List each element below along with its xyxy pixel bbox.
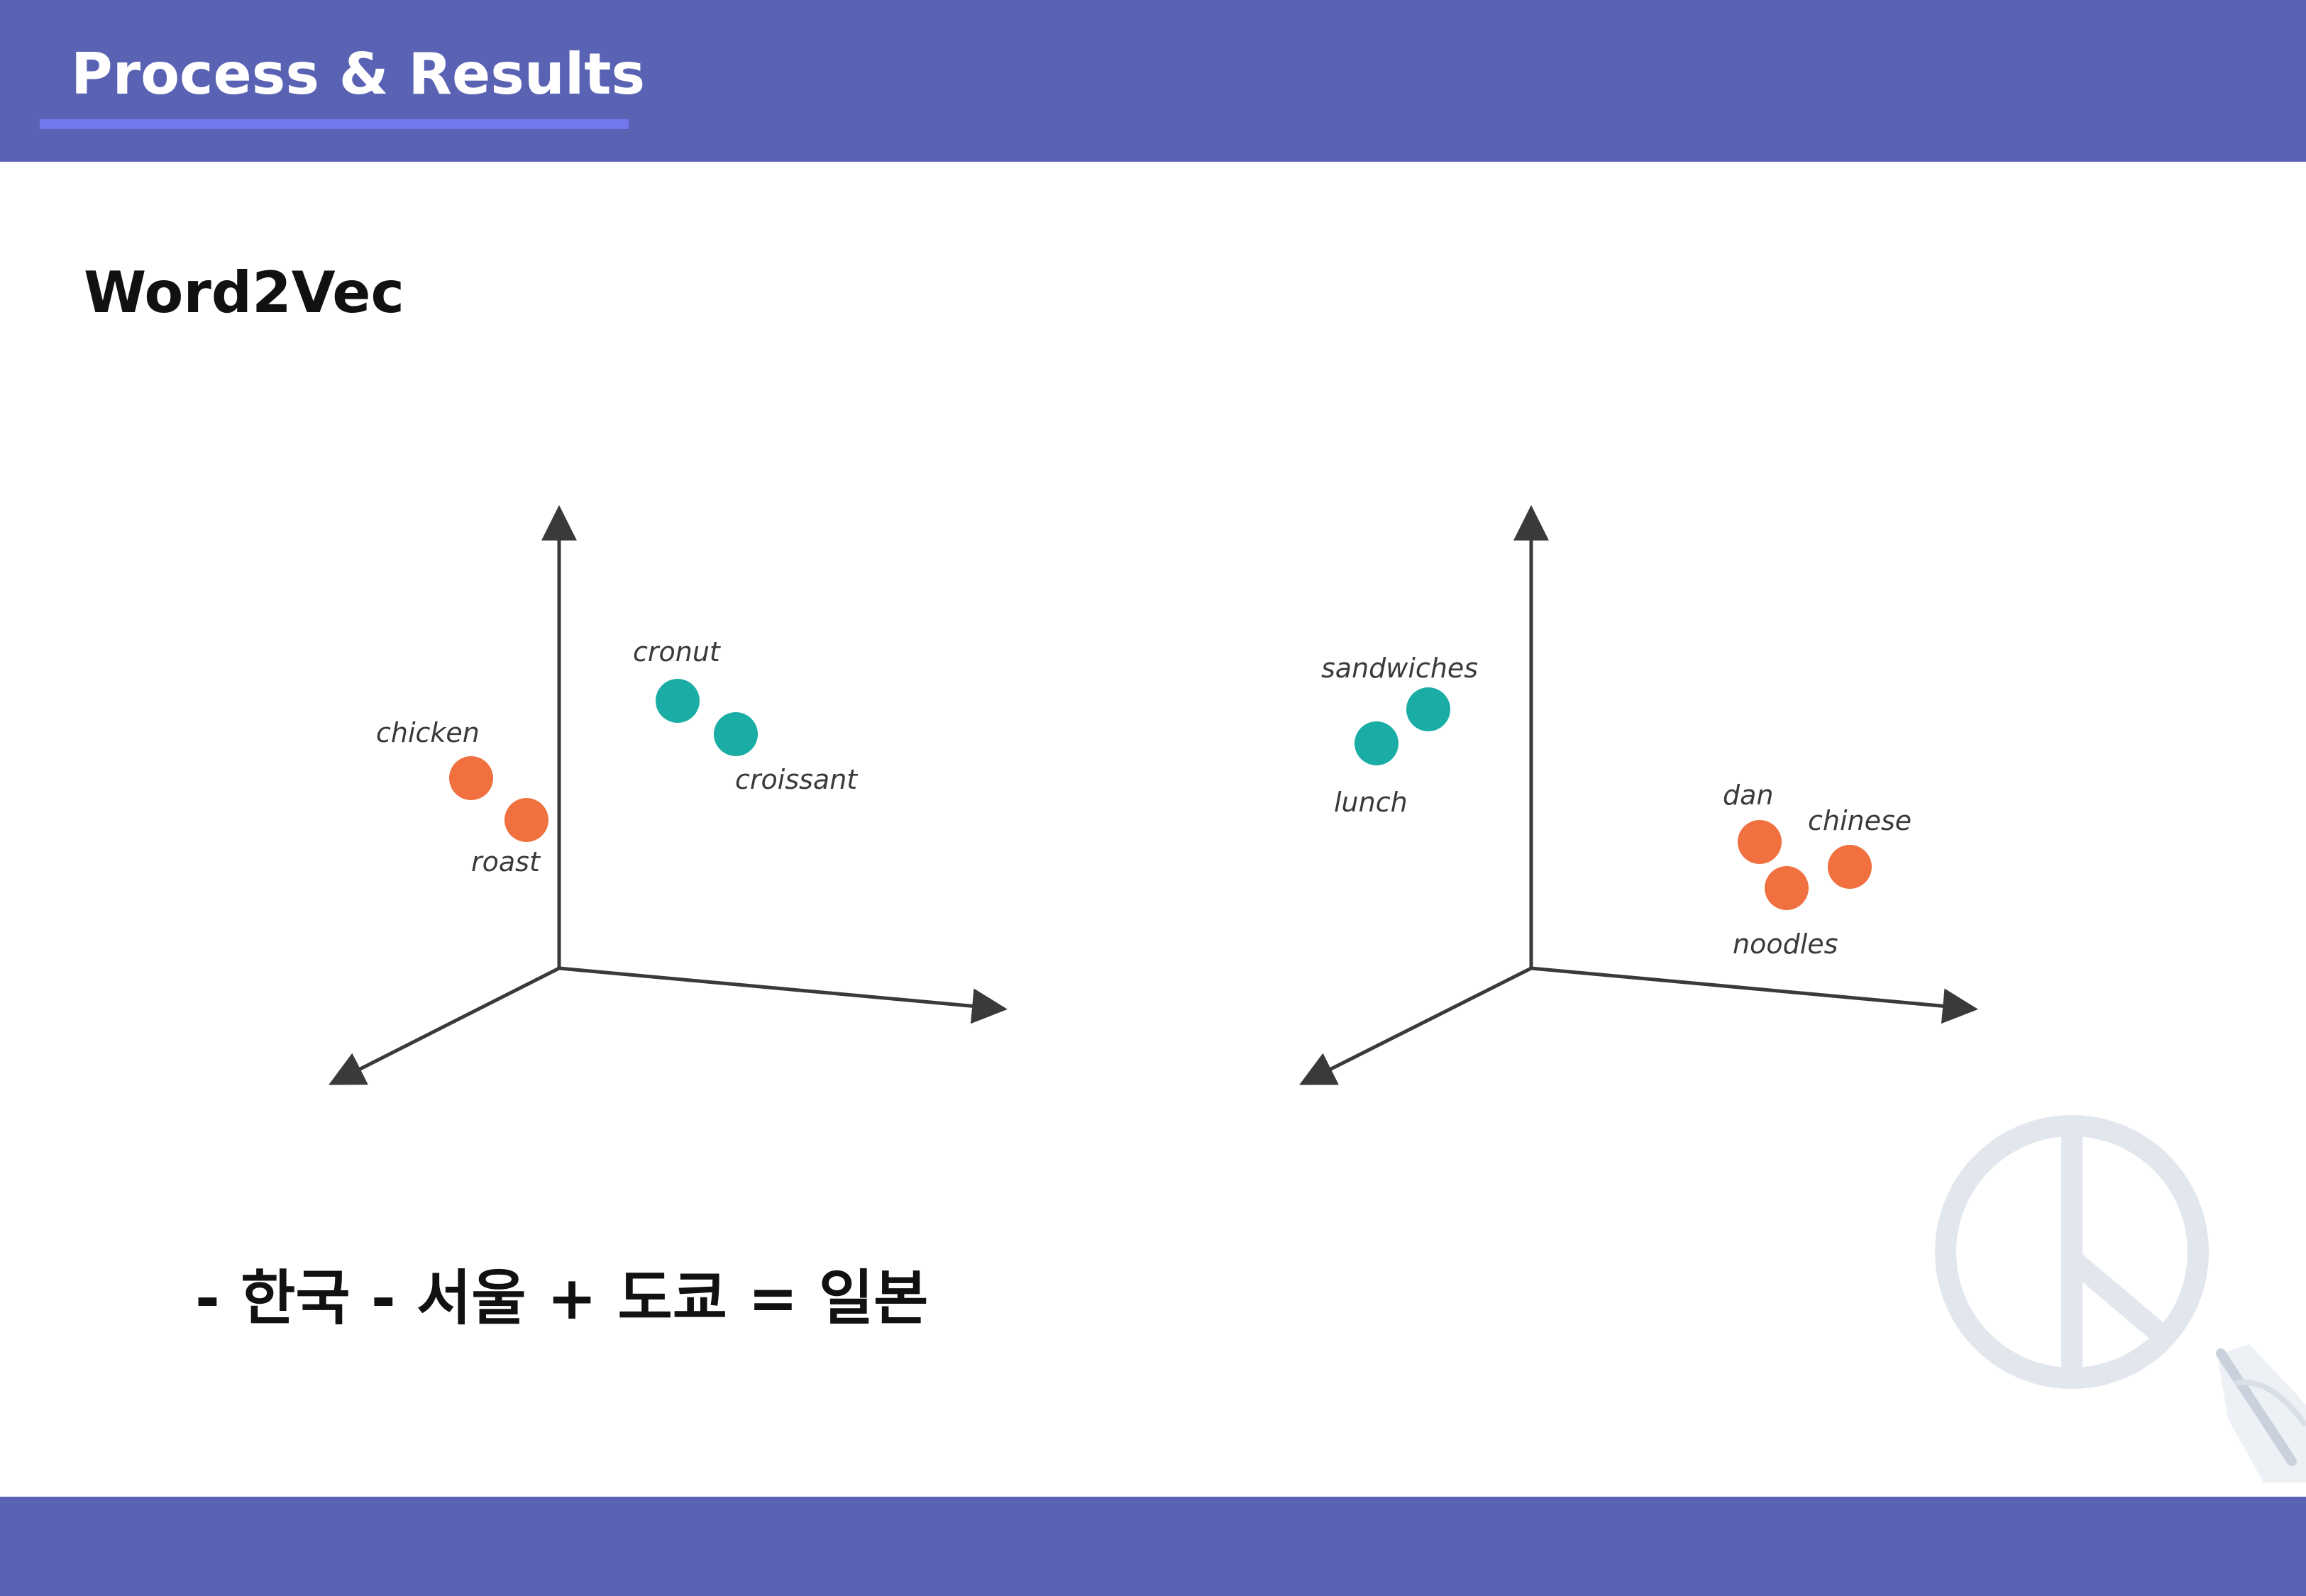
point-chicken xyxy=(449,756,493,800)
label-chinese: chinese xyxy=(1808,805,1911,836)
footer-bar xyxy=(0,1497,2306,1596)
label-dan: dan xyxy=(1723,780,1774,811)
label-chicken: chicken xyxy=(376,717,480,748)
analogy-formula: - 한국 - 서울 + 도쿄 = 일본 xyxy=(195,1263,929,1333)
right-axes xyxy=(1299,505,1978,1085)
point-croissant xyxy=(714,712,758,756)
left-axis-horizontal xyxy=(558,966,1008,1024)
left-axis-depth xyxy=(329,966,561,1085)
point-sandwiches xyxy=(1406,687,1450,731)
label-noodles: noodles xyxy=(1733,929,1838,960)
pen-hand-icon xyxy=(2216,1344,2306,1483)
point-chinese xyxy=(1828,845,1872,889)
label-lunch: lunch xyxy=(1334,787,1408,818)
point-lunch xyxy=(1355,721,1399,765)
point-roast xyxy=(504,798,548,842)
section-title: Word2Vec xyxy=(84,260,404,326)
label-roast: roast xyxy=(471,846,541,877)
left-axes xyxy=(329,505,1008,1085)
point-noodles xyxy=(1765,866,1809,910)
header-bar xyxy=(0,0,2306,162)
page-title: Process & Results xyxy=(71,41,646,107)
right-axis-depth xyxy=(1299,966,1533,1085)
right-axis-horizontal xyxy=(1530,966,1978,1024)
peace-symbol-icon xyxy=(1935,1115,2209,1389)
label-sandwiches: sandwiches xyxy=(1321,653,1478,684)
title-underline xyxy=(40,119,629,129)
point-dan xyxy=(1738,820,1782,864)
label-croissant: croissant xyxy=(735,764,859,795)
label-cronut: cronut xyxy=(633,636,722,667)
point-cronut xyxy=(656,679,700,723)
